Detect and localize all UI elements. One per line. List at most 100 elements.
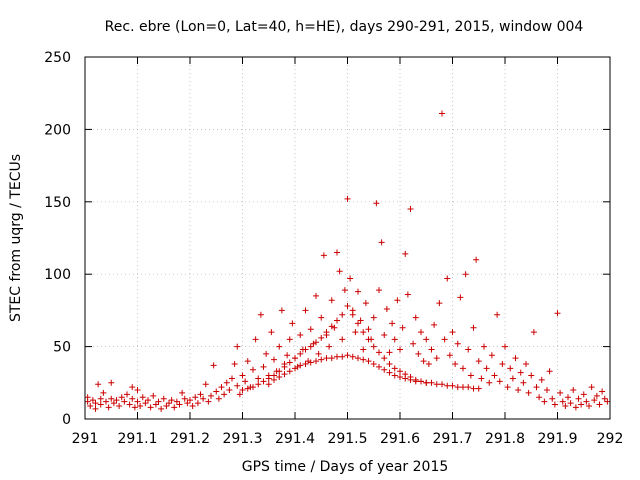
data-point — [200, 395, 207, 402]
data-point — [499, 360, 506, 367]
data-point — [399, 324, 406, 331]
data-point — [152, 401, 159, 408]
data-point — [118, 394, 125, 401]
data-point — [418, 329, 424, 336]
x-tick-label: 291.6 — [380, 431, 420, 447]
data-point — [349, 311, 356, 318]
data-point — [397, 374, 403, 381]
data-point — [389, 320, 396, 327]
data-point — [360, 346, 367, 353]
x-tick-label: 291.1 — [117, 431, 157, 447]
data-point — [226, 387, 233, 394]
data-point — [213, 388, 220, 395]
data-point — [234, 343, 241, 350]
data-point — [334, 317, 340, 324]
data-point — [551, 401, 558, 408]
data-point — [483, 365, 490, 372]
data-point — [286, 359, 293, 366]
data-point — [549, 395, 556, 402]
data-point — [168, 397, 175, 404]
data-point — [402, 371, 409, 378]
data-point — [255, 381, 262, 388]
data-point — [517, 369, 524, 376]
data-point — [586, 402, 592, 409]
data-point — [596, 401, 603, 408]
data-point — [365, 336, 372, 343]
data-point — [239, 387, 246, 394]
data-point — [326, 343, 333, 350]
data-point — [137, 402, 144, 409]
data-point — [344, 352, 351, 359]
data-point — [147, 404, 154, 411]
data-point — [502, 343, 508, 350]
data-point — [323, 355, 330, 362]
data-point — [441, 336, 448, 343]
data-point — [302, 307, 309, 314]
data-point — [184, 400, 191, 407]
data-point — [134, 387, 141, 394]
data-point — [467, 372, 474, 379]
data-point — [381, 366, 388, 373]
data-point — [307, 343, 314, 350]
data-point — [394, 297, 401, 304]
data-point — [525, 389, 532, 396]
data-point — [515, 387, 522, 394]
data-point — [218, 384, 225, 391]
data-point — [449, 329, 456, 336]
y-axis-label: STEC from uqrg / TECUs — [8, 154, 24, 322]
data-point — [334, 353, 340, 360]
data-point — [412, 376, 419, 383]
data-point — [599, 388, 606, 395]
data-point — [562, 402, 569, 409]
data-point — [284, 352, 291, 359]
data-point — [97, 401, 104, 408]
data-point — [160, 395, 167, 402]
data-point — [265, 381, 272, 388]
data-point — [583, 398, 590, 405]
data-point — [449, 382, 456, 389]
data-point — [601, 395, 608, 402]
data-point — [578, 401, 585, 408]
data-point — [528, 372, 535, 379]
data-point — [313, 358, 319, 365]
y-axis: 0 50 100 150 200 250 — [44, 50, 610, 428]
data-point — [339, 311, 346, 318]
data-point — [150, 392, 157, 399]
data-point — [173, 398, 180, 405]
data-point — [373, 200, 380, 207]
data-point — [315, 350, 322, 357]
data-point — [197, 391, 204, 398]
data-point — [231, 360, 238, 367]
data-point — [271, 372, 277, 379]
data-point — [189, 402, 196, 409]
data-point — [360, 356, 367, 363]
data-point — [139, 394, 146, 401]
data-point — [386, 349, 393, 356]
data-point — [289, 320, 296, 327]
data-point — [349, 353, 356, 360]
data-point — [544, 387, 550, 394]
data-point — [108, 395, 115, 402]
x-tick-label: 292 — [597, 431, 624, 447]
data-point — [355, 288, 361, 295]
data-point — [355, 355, 361, 362]
data-point — [210, 362, 217, 369]
data-point — [523, 360, 529, 367]
data-point — [276, 368, 283, 375]
data-point — [362, 300, 369, 307]
data-point — [352, 329, 359, 336]
data-point — [192, 394, 199, 401]
data-point — [546, 368, 553, 375]
data-point — [530, 329, 537, 336]
data-point — [496, 378, 503, 385]
data-point — [187, 397, 193, 404]
data-point — [302, 360, 309, 367]
data-point — [328, 323, 335, 330]
data-point — [570, 387, 577, 394]
data-point — [92, 405, 99, 412]
y-tick-label: 250 — [44, 50, 71, 66]
data-point — [376, 363, 382, 370]
y-tick-label: 0 — [62, 412, 71, 428]
data-point — [276, 343, 283, 350]
data-point — [181, 395, 188, 402]
